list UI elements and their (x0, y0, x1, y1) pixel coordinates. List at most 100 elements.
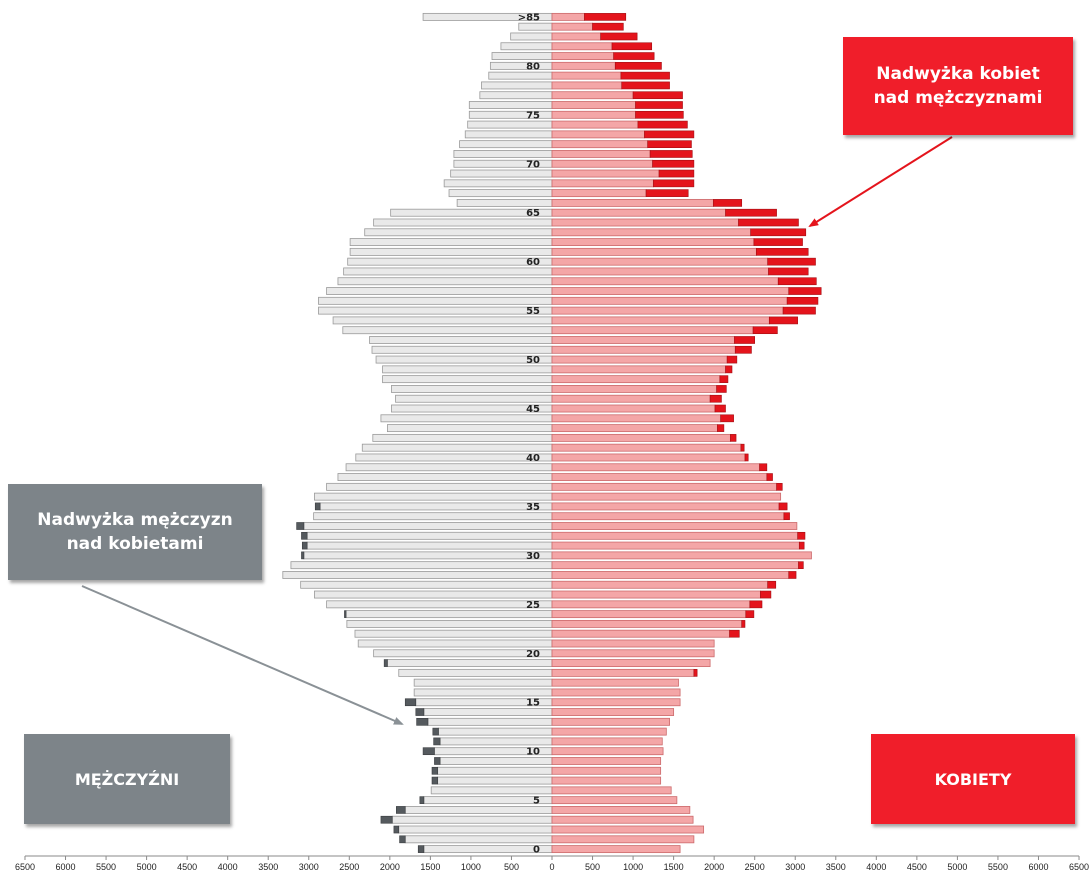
x-tick-label: 1500 (420, 862, 440, 871)
x-tick-label: 6500 (15, 862, 35, 871)
men-bar (347, 257, 553, 266)
women-surplus-bar (744, 453, 749, 462)
men-bar (332, 316, 553, 325)
men-bar (468, 101, 553, 109)
x-tick-label: 6500 (1069, 862, 1089, 871)
women-surplus-bar (714, 404, 726, 413)
women-surplus-bar (767, 580, 777, 589)
women-surplus-bar (745, 610, 755, 618)
men-surplus-bar (393, 825, 400, 834)
men-surplus-bar (419, 796, 425, 804)
women-surplus-bar (725, 208, 777, 217)
women-surplus-bar (613, 52, 655, 60)
men-bar (430, 786, 553, 795)
women-bar (551, 463, 760, 472)
women-bar (551, 12, 585, 21)
women-bar (551, 287, 790, 295)
women-bar (551, 531, 799, 540)
women-surplus-bar (788, 287, 822, 295)
men-bar (318, 296, 553, 305)
women-bar (551, 845, 681, 854)
women-bar (551, 257, 769, 266)
x-tick-label: 2500 (339, 862, 359, 871)
women-bar (551, 835, 695, 844)
men-bar (354, 629, 553, 638)
women-bar (551, 228, 752, 237)
age-tick-label: 10 (526, 747, 540, 758)
age-tick-label: 55 (526, 306, 540, 317)
women-bar (551, 208, 726, 217)
women-surplus-arrow (808, 136, 953, 228)
women-bar (551, 189, 647, 198)
x-tick-label: 3500 (258, 862, 278, 871)
women-surplus-bar (719, 375, 729, 383)
women-bar (551, 639, 715, 648)
men-bar (398, 825, 553, 834)
x-tick-label: 4500 (907, 862, 927, 871)
men-bar (443, 179, 553, 188)
women-bar (551, 825, 705, 834)
women-surplus-bar (652, 159, 695, 168)
men-bar (372, 433, 553, 442)
women-surplus-bar (611, 42, 653, 51)
women-surplus-bar (756, 248, 809, 256)
women-bar (551, 522, 798, 530)
women-bar (551, 110, 636, 119)
women-bar (551, 453, 746, 462)
women-surplus-bar (635, 110, 684, 119)
men-surplus-bar (301, 541, 308, 550)
men-bar (355, 453, 553, 462)
women-bar (551, 433, 731, 442)
men-bar (391, 815, 553, 824)
men-surplus-bar (383, 659, 388, 667)
women-bar (551, 81, 623, 90)
women-bar (551, 385, 717, 393)
women-bar (551, 61, 616, 70)
women-bar (551, 169, 660, 178)
men-bar (489, 61, 553, 70)
men-bar (282, 571, 553, 579)
men-bar (303, 522, 553, 530)
women-bar (551, 678, 679, 687)
women-surplus-bar (734, 345, 752, 354)
men-bar (437, 766, 553, 775)
age-tick-label: 65 (526, 208, 540, 219)
men-bar (326, 600, 553, 609)
women-bar (551, 238, 755, 247)
men-bar (439, 737, 553, 746)
women-bar (551, 766, 662, 775)
men-bar (343, 267, 553, 276)
men-bar (510, 32, 553, 41)
women-surplus-bar (725, 365, 733, 374)
women-bar (551, 414, 722, 423)
men-bar (337, 277, 553, 286)
x-tick-label: 4000 (866, 862, 886, 871)
women-surplus-bar (644, 130, 695, 139)
men-surplus-bar (301, 551, 305, 560)
men-bar (364, 228, 553, 237)
men-bar (300, 580, 553, 589)
women-surplus-bar (766, 473, 773, 481)
women-bar (551, 561, 799, 570)
women-surplus-bar (759, 463, 768, 472)
men-surplus-note: Nadwyżka mężczyzn nad kobietami (8, 484, 262, 580)
women-surplus-bar (649, 150, 693, 158)
women-bar (551, 512, 785, 521)
x-axis: 6500 6000 5500 5000 4500 4000 3500 3000 2500 2000… (15, 855, 1089, 871)
men-bar (450, 169, 553, 178)
x-tick-label: 500 (585, 862, 600, 871)
x-tick-label: 3500 (826, 862, 846, 871)
men-surplus-bar (296, 522, 305, 530)
men-bar (380, 414, 553, 423)
men-bar (481, 81, 553, 90)
women-bar (551, 806, 691, 814)
women-surplus-bar (768, 316, 798, 325)
women-bar (551, 404, 716, 413)
men-bar (373, 218, 553, 227)
women-surplus-bar (730, 434, 737, 442)
women-bar (551, 267, 769, 276)
women-surplus-bar (734, 336, 755, 344)
men-surplus-bar (417, 845, 425, 853)
women-bar (551, 747, 664, 756)
